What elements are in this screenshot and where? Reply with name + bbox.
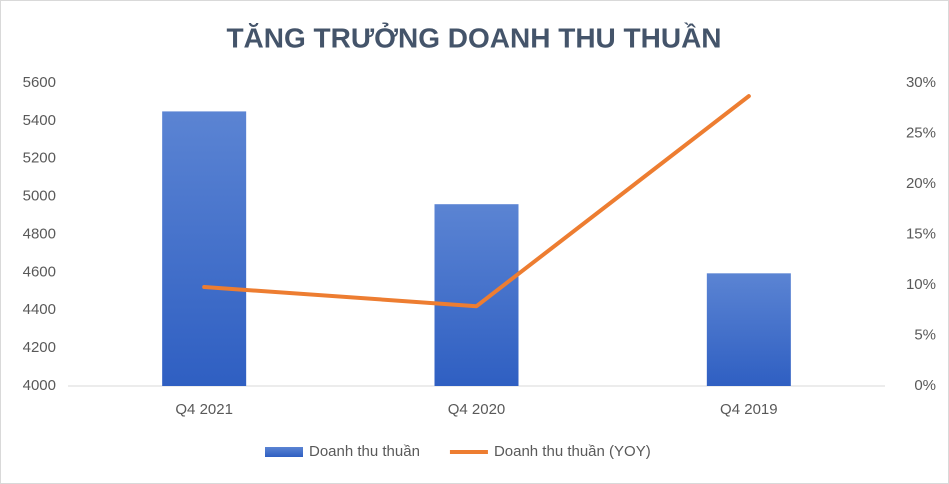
y2-tick-label: 0% bbox=[914, 377, 936, 394]
chart-title: TĂNG TRƯỞNG DOANH THU THUẦN bbox=[226, 21, 721, 53]
y-tick-label: 4200 bbox=[23, 339, 56, 356]
y2-tick-label: 15% bbox=[906, 225, 936, 242]
y-tick-label: 5000 bbox=[23, 188, 56, 205]
line bbox=[202, 94, 751, 309]
legend-swatch bbox=[265, 447, 303, 457]
y-tick-label: 4400 bbox=[23, 301, 56, 318]
y-tick-label: 5600 bbox=[23, 74, 56, 91]
legend-label: Doanh thu thuần (YOY) bbox=[494, 443, 651, 460]
y2-tick-label: 5% bbox=[914, 326, 936, 343]
y2-tick-label: 10% bbox=[906, 276, 936, 293]
bar bbox=[162, 111, 247, 386]
y-tick-label: 5400 bbox=[23, 112, 56, 129]
legend-label: Doanh thu thuần bbox=[309, 443, 420, 460]
y-tick-label: 4800 bbox=[23, 225, 56, 242]
y2-tick-label: 25% bbox=[906, 124, 936, 141]
y2-tick-label: 30% bbox=[906, 74, 936, 91]
x-tick-label: Q4 2020 bbox=[448, 401, 506, 418]
y-tick-label: 5200 bbox=[23, 150, 56, 167]
x-tick-label: Q4 2019 bbox=[720, 401, 778, 418]
y-tick-label: 4000 bbox=[23, 377, 56, 394]
bar bbox=[706, 273, 791, 386]
bar bbox=[434, 204, 519, 386]
x-tick-label: Q4 2021 bbox=[175, 401, 233, 418]
y-tick-label: 4600 bbox=[23, 263, 56, 280]
y2-tick-label: 20% bbox=[906, 175, 936, 192]
